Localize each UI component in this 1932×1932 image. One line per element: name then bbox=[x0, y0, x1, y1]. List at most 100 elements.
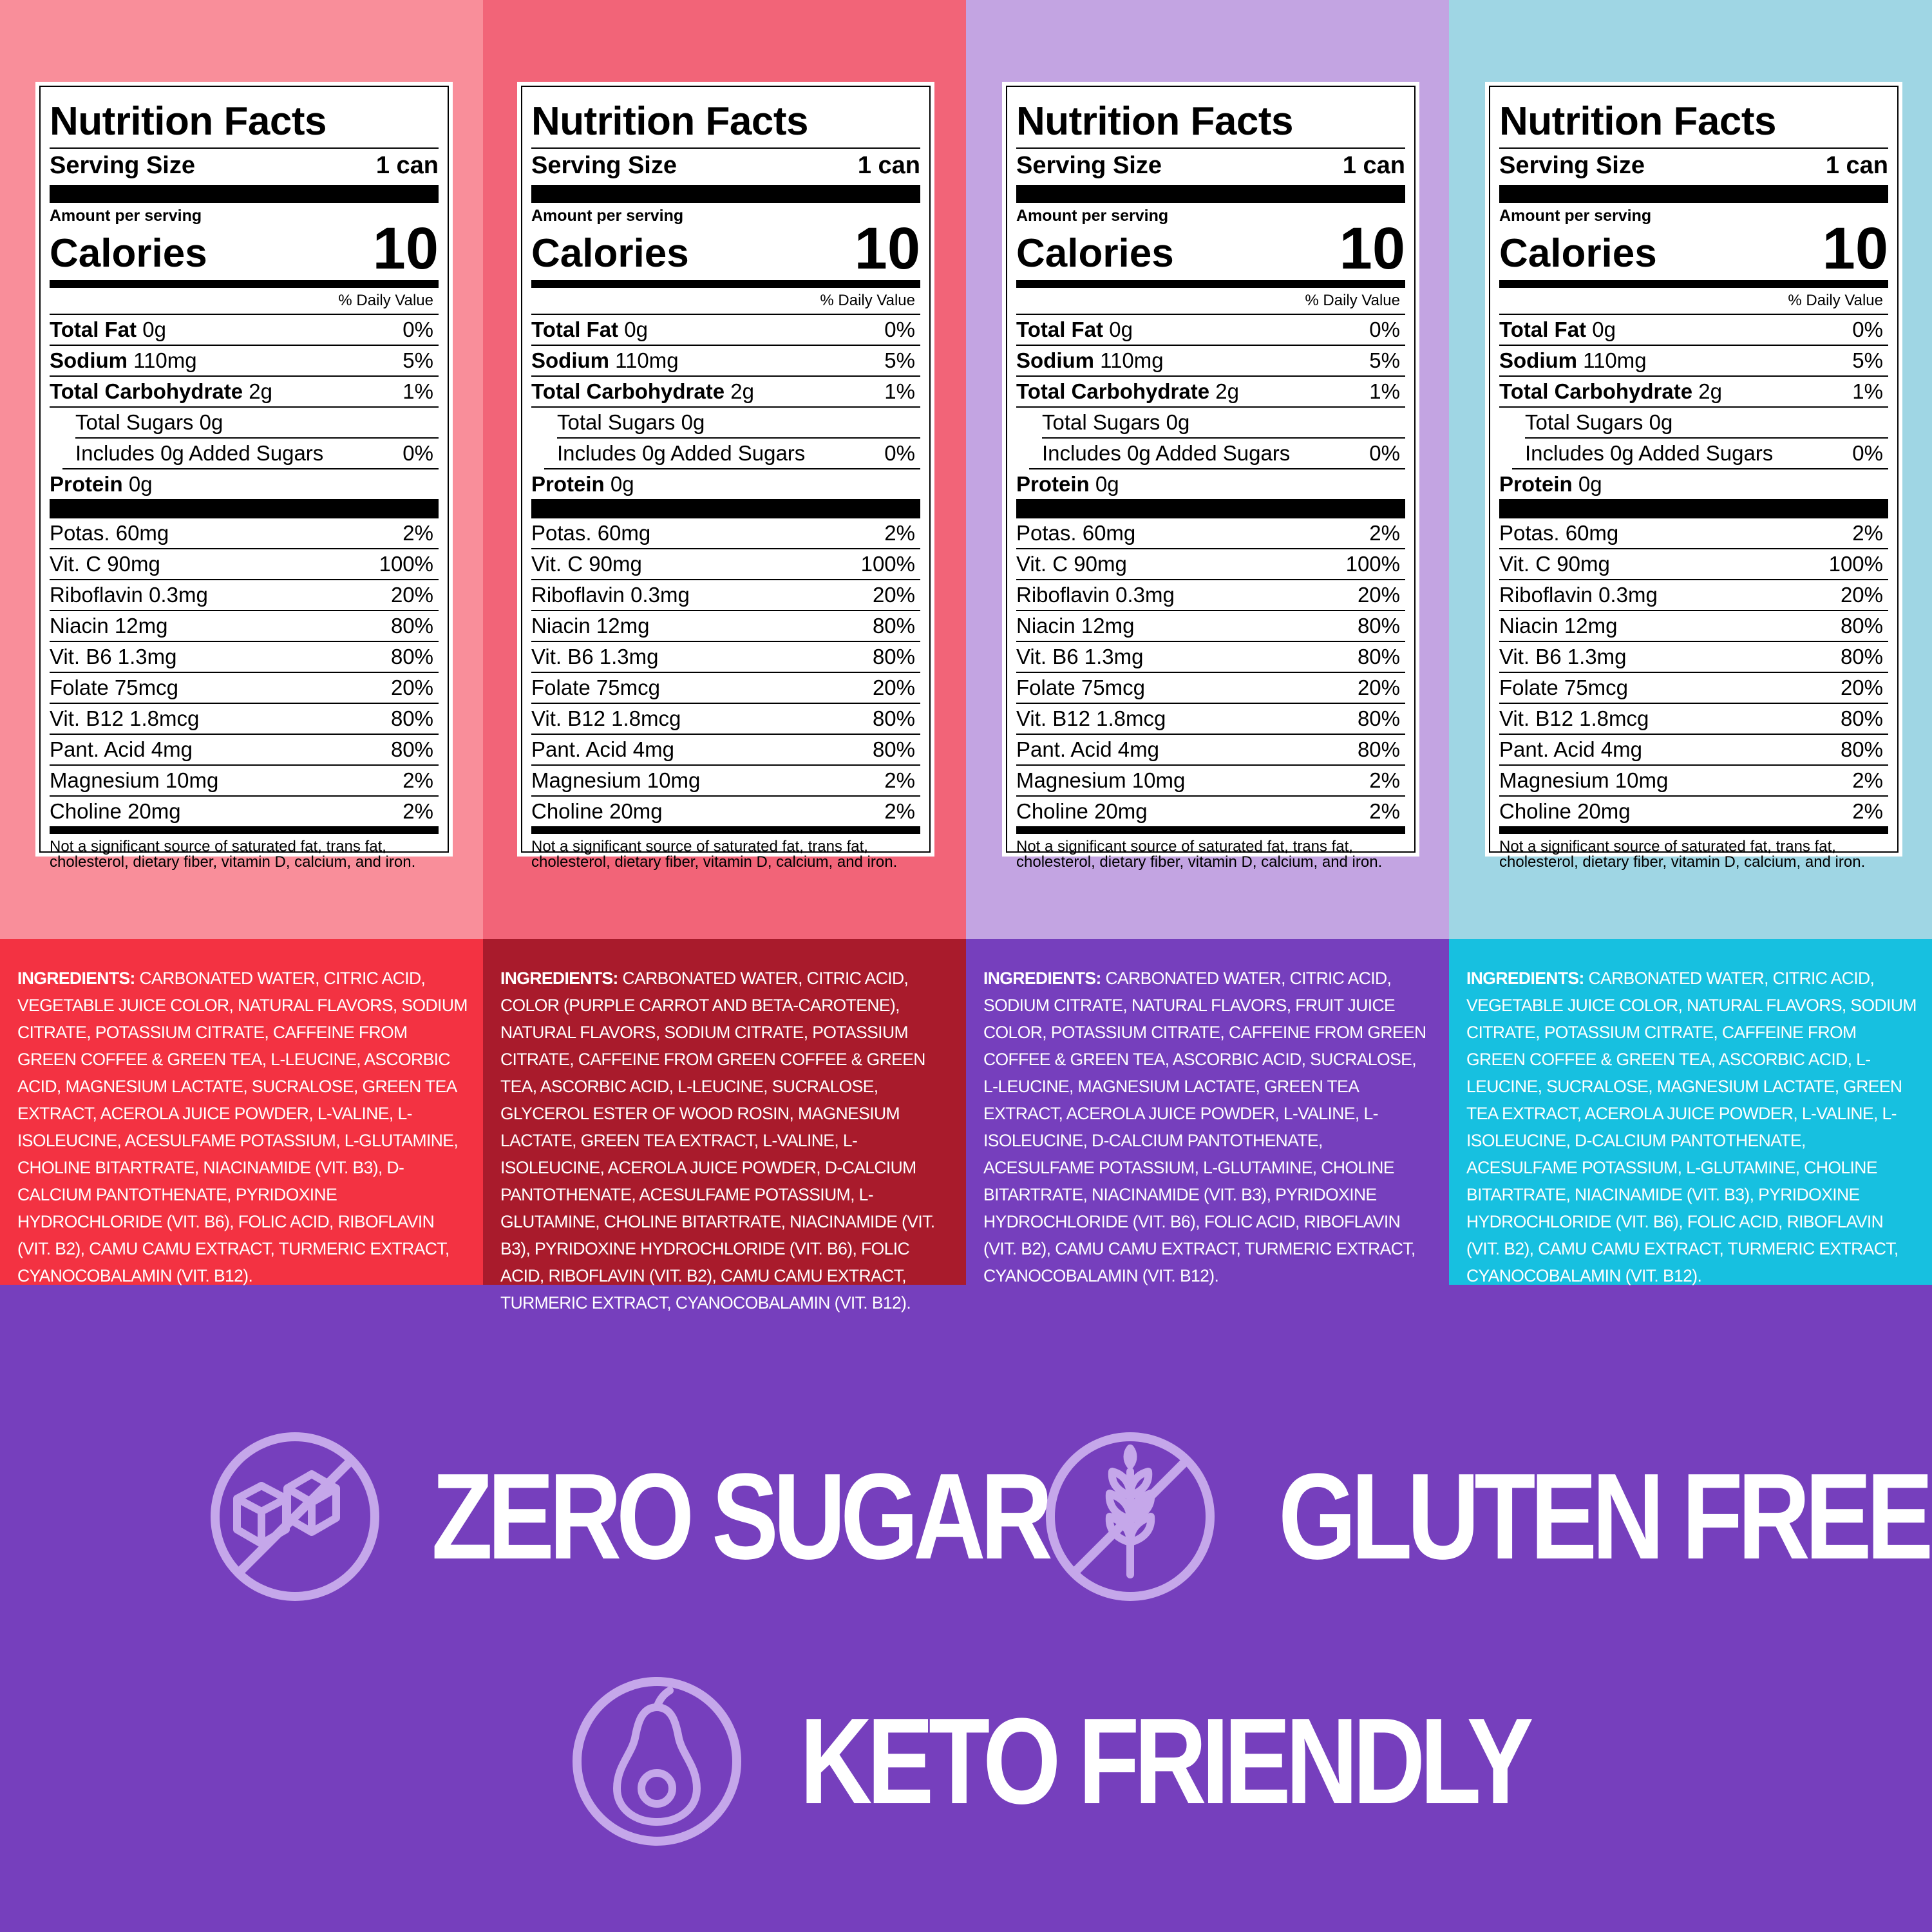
thick-divider bbox=[1499, 185, 1888, 203]
sodium-dv: 5% bbox=[402, 348, 433, 372]
claim-zero-sugar: ZERO SUGAR bbox=[205, 1426, 1183, 1607]
added-sugars-row: Includes 0g Added Sugars 0% bbox=[544, 439, 920, 469]
ingredients-list: CARBONATED WATER, CITRIC ACID, SODIUM CI… bbox=[983, 969, 1426, 1285]
total-carb-amount: 2g bbox=[1698, 379, 1722, 403]
nutrition-facts-title: Nutrition Facts bbox=[1016, 92, 1405, 149]
sodium-amount: 110mg bbox=[1583, 348, 1647, 372]
amount-per-serving: Amount per serving bbox=[1016, 207, 1169, 225]
vitamin-name: Folate 75mcg bbox=[50, 676, 178, 699]
vitamin-name: Potas. 60mg bbox=[531, 521, 651, 545]
total-fat-amount: 0g bbox=[624, 317, 648, 341]
vitamin-name: Choline 20mg bbox=[531, 799, 663, 823]
vitamin-row: Choline 20mg 2% bbox=[50, 797, 439, 826]
vitamin-dv: 100% bbox=[860, 552, 915, 576]
vitamin-name: Niacin 12mg bbox=[1016, 614, 1135, 638]
vitamin-name: Vit. C 90mg bbox=[1499, 552, 1610, 576]
calories-label: Calories bbox=[1499, 231, 1657, 276]
calories-row: Calories 10 bbox=[1499, 219, 1888, 280]
medium-divider bbox=[1016, 280, 1405, 288]
thick-divider bbox=[531, 499, 920, 518]
total-fat-row: Total Fat 0g 0% bbox=[1016, 315, 1405, 346]
total-fat-label: Total Fat bbox=[1499, 317, 1587, 341]
vitamin-row: Vit. B6 1.3mg 80% bbox=[531, 642, 920, 673]
protein-label: Protein bbox=[1499, 472, 1573, 496]
vitamin-dv: 2% bbox=[1852, 799, 1883, 823]
protein-row: Protein 0g bbox=[1499, 469, 1888, 499]
protein-amount: 0g bbox=[1095, 472, 1119, 496]
serving-size-row: Serving Size 1 can bbox=[1016, 149, 1405, 185]
sodium-row: Sodium 110mg 5% bbox=[1016, 346, 1405, 377]
medium-divider bbox=[1499, 280, 1888, 288]
vitamin-row: Potas. 60mg 2% bbox=[531, 518, 920, 549]
protein-amount: 0g bbox=[1578, 472, 1602, 496]
added-sugars-dv: 0% bbox=[884, 441, 915, 465]
vitamin-name: Niacin 12mg bbox=[531, 614, 650, 638]
daily-value-header: % Daily Value bbox=[50, 288, 439, 315]
daily-value-header: % Daily Value bbox=[1016, 288, 1405, 315]
vitamin-row: Folate 75mcg 20% bbox=[1499, 673, 1888, 704]
medium-divider bbox=[50, 826, 439, 834]
total-carb-label: Total Carbohydrate bbox=[531, 379, 725, 403]
vitamin-dv: 2% bbox=[884, 768, 915, 792]
vitamin-row: Potas. 60mg 2% bbox=[50, 518, 439, 549]
sodium-label: Sodium bbox=[531, 348, 609, 372]
vitamin-name: Vit. B12 1.8mcg bbox=[1499, 706, 1649, 730]
total-fat-dv: 0% bbox=[884, 317, 915, 341]
panel-background: Nutrition Facts Serving Size 1 can Amoun… bbox=[483, 0, 966, 939]
vitamin-name: Vit. B12 1.8mcg bbox=[531, 706, 681, 730]
vitamin-name: Vit. B12 1.8mcg bbox=[50, 706, 200, 730]
total-sugars-row: Total Sugars 0g bbox=[1042, 408, 1405, 439]
serving-size-label: Serving Size bbox=[531, 152, 677, 179]
calories-row: Calories 10 bbox=[531, 216, 920, 281]
calories-label: Calories bbox=[1016, 231, 1174, 276]
vitamin-name: Niacin 12mg bbox=[50, 614, 168, 638]
medium-divider bbox=[1016, 826, 1405, 834]
total-carb-label: Total Carbohydrate bbox=[1016, 379, 1210, 403]
thick-divider bbox=[50, 185, 439, 203]
ingredients-list: CARBONATED WATER, CITRIC ACID, VEGETABLE… bbox=[17, 969, 468, 1285]
vitamin-name: Riboflavin 0.3mg bbox=[1016, 583, 1175, 607]
vitamin-name: Vit. B6 1.3mg bbox=[1499, 645, 1627, 668]
added-sugars: Includes 0g Added Sugars bbox=[557, 441, 806, 465]
vitamin-row: Pant. Acid 4mg 80% bbox=[1499, 735, 1888, 766]
serving-size-value: 1 can bbox=[1825, 152, 1888, 179]
no-sugar-cubes-icon bbox=[211, 1432, 379, 1601]
total-carb-dv: 1% bbox=[884, 379, 915, 403]
vitamin-dv: 20% bbox=[872, 583, 915, 607]
vitamin-dv: 20% bbox=[1840, 676, 1883, 699]
calories-row: Calories 10 bbox=[1016, 219, 1405, 280]
sodium-row: Sodium 110mg 5% bbox=[1499, 346, 1888, 377]
vitamin-dv: 80% bbox=[1357, 614, 1400, 638]
protein-label: Protein bbox=[50, 472, 123, 496]
flavor-column: Nutrition Facts Serving Size 1 can Amoun… bbox=[1449, 0, 1932, 1285]
vitamin-name: Vit. B6 1.3mg bbox=[1016, 645, 1144, 668]
vitamin-row: Vit. B12 1.8mcg 80% bbox=[50, 704, 439, 735]
flavor-column: Nutrition Facts Serving Size 1 can Amoun… bbox=[0, 0, 483, 1285]
amount-per-serving: Amount per serving bbox=[50, 207, 202, 225]
vitamin-name: Potas. 60mg bbox=[50, 521, 169, 545]
thick-divider bbox=[1016, 499, 1405, 518]
claim-text-gluten-free: GLUTEN FREE bbox=[1278, 1448, 1932, 1585]
vitamin-row: Vit. B6 1.3mg 80% bbox=[1499, 642, 1888, 673]
vitamin-name: Riboflavin 0.3mg bbox=[531, 583, 690, 607]
vitamin-row: Folate 75mcg 20% bbox=[1016, 673, 1405, 704]
calories-row: Calories 10 bbox=[50, 219, 439, 280]
vitamin-row: Pant. Acid 4mg 80% bbox=[50, 735, 439, 766]
vitamin-row: Vit. B6 1.3mg 80% bbox=[50, 642, 439, 673]
calories-value: 10 bbox=[854, 216, 920, 281]
vitamin-dv: 80% bbox=[872, 706, 915, 730]
vitamin-dv: 2% bbox=[1369, 768, 1400, 792]
vitamin-name: Pant. Acid 4mg bbox=[1499, 737, 1642, 761]
vitamin-name: Pant. Acid 4mg bbox=[50, 737, 193, 761]
added-sugars-row: Includes 0g Added Sugars 0% bbox=[1512, 439, 1888, 469]
sodium-label: Sodium bbox=[1499, 348, 1577, 372]
vitamin-dv: 80% bbox=[872, 645, 915, 668]
footnote: Not a significant source of saturated fa… bbox=[50, 838, 416, 871]
serving-size-value: 1 can bbox=[1342, 152, 1405, 179]
serving-size-value: 1 can bbox=[375, 152, 439, 179]
vitamin-row: Folate 75mcg 20% bbox=[50, 673, 439, 704]
nutrition-facts-title: Nutrition Facts bbox=[1499, 92, 1888, 149]
vitamin-dv: 2% bbox=[884, 799, 915, 823]
vitamin-dv: 80% bbox=[1357, 645, 1400, 668]
thick-divider bbox=[1016, 185, 1405, 203]
